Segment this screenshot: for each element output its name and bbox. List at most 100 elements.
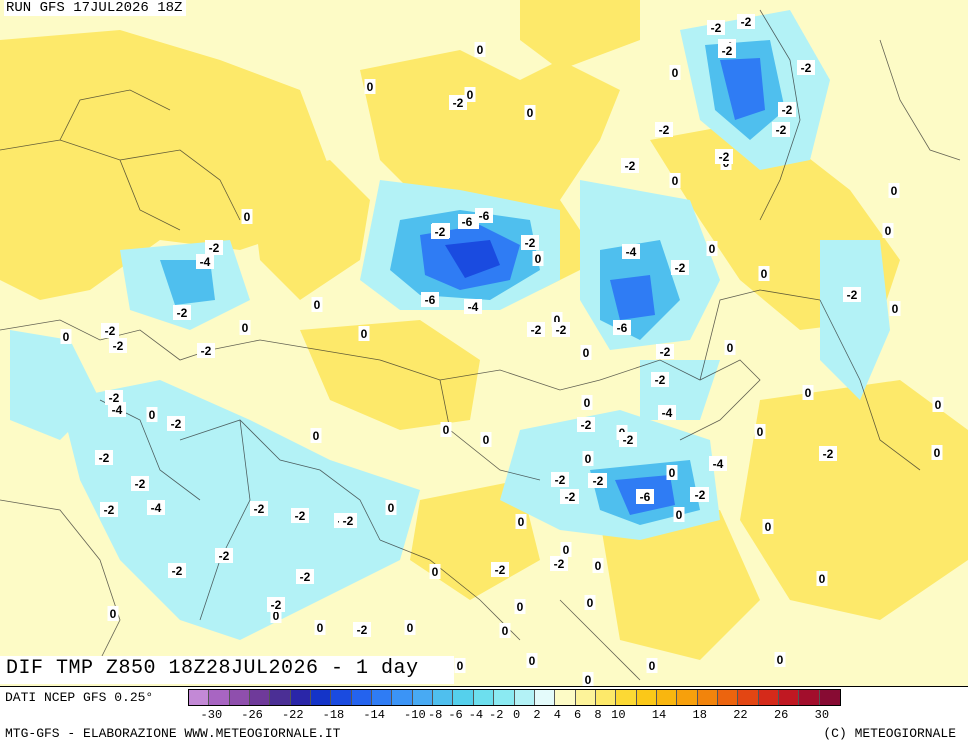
contour-label: -4 xyxy=(196,254,214,269)
legend-swatch xyxy=(575,690,596,705)
colder-core xyxy=(720,58,765,120)
contour-label: -2 xyxy=(772,122,790,137)
warm-region xyxy=(740,380,968,620)
svg-text:0: 0 xyxy=(672,174,679,188)
svg-text:0: 0 xyxy=(443,423,450,437)
contour-label: 0 xyxy=(404,620,416,635)
svg-text:-2: -2 xyxy=(722,44,733,58)
svg-text:-2: -2 xyxy=(99,451,110,465)
contour-label: -2 xyxy=(656,344,674,359)
contour-label: 0 xyxy=(499,623,511,638)
contour-label: -6 xyxy=(613,320,631,335)
svg-text:-2: -2 xyxy=(593,474,604,488)
run-header: RUN GFS 17JUL2026 18Z xyxy=(4,0,187,16)
legend-swatch xyxy=(656,690,678,705)
contour-label: 0 xyxy=(514,599,526,614)
contour-label: -2 xyxy=(521,235,539,250)
contour-label: -2 xyxy=(296,569,314,584)
contour-label: 0 xyxy=(60,329,72,344)
legend-tick-label: -6 xyxy=(448,708,463,722)
warm-region xyxy=(300,320,480,430)
contour-label: 0 xyxy=(524,105,536,120)
svg-text:-2: -2 xyxy=(271,598,282,612)
contour-label: -6 xyxy=(475,208,493,223)
legend-swatch xyxy=(677,690,698,705)
svg-text:0: 0 xyxy=(407,621,414,635)
border-line xyxy=(439,379,541,481)
svg-text:-2: -2 xyxy=(254,502,265,516)
contour-label: -2 xyxy=(431,224,449,239)
svg-text:-4: -4 xyxy=(151,501,162,515)
border-line xyxy=(0,319,211,361)
warm-region xyxy=(520,0,640,70)
svg-text:-2: -2 xyxy=(581,418,592,432)
contour-label: 0 xyxy=(146,407,158,422)
contour-label: -2 xyxy=(339,513,357,528)
contour-label: -2 xyxy=(843,287,861,302)
contour-label: 0 xyxy=(464,87,476,102)
legend-swatch xyxy=(331,690,352,705)
contour-label: 0 xyxy=(560,542,572,557)
legend-tick-label: 0 xyxy=(512,708,521,722)
cool-region xyxy=(820,240,890,400)
contour-label: 0 xyxy=(480,432,492,447)
svg-text:0: 0 xyxy=(563,543,570,557)
svg-text:0: 0 xyxy=(361,327,368,341)
legend-swatch xyxy=(229,690,251,705)
contour-label: 0 xyxy=(580,345,592,360)
legend-tick-label: 14 xyxy=(651,708,667,722)
svg-text:0: 0 xyxy=(313,429,320,443)
legend-swatch xyxy=(697,690,718,705)
contour-label: -2 xyxy=(655,122,673,137)
border-line xyxy=(759,9,801,221)
svg-text:-2: -2 xyxy=(556,323,567,337)
svg-text:-2: -2 xyxy=(555,473,566,487)
svg-text:-6: -6 xyxy=(479,209,490,223)
svg-text:-2: -2 xyxy=(300,570,311,584)
temperature-anomaly-map: 0 0 0 0 0 0 0 0 0 0 0 0 0 0 0 0 0 0 0 0 0 0 0 0 0 0 0 0 0 0 0 0 0 0 0 0 0 0 0 0… xyxy=(0,0,968,686)
contour-label: -6 xyxy=(636,489,654,504)
legend-ticks: -30 -26 -22 -18 -14 -10 -8 -6 -4 -2 0 2 4 6 8 10 14 18 22 2… xyxy=(188,708,841,724)
legend-tick-label: -22 xyxy=(281,708,304,722)
contour-label: 0 xyxy=(429,564,441,579)
contour-label: -2 xyxy=(205,240,223,255)
contour-label: 0 xyxy=(669,65,681,80)
svg-text:0: 0 xyxy=(527,106,534,120)
svg-text:-2: -2 xyxy=(177,306,188,320)
svg-text:0: 0 xyxy=(584,396,591,410)
legend-swatch xyxy=(555,690,576,705)
legend-tick-label: -10 xyxy=(404,708,426,722)
contour-label: -6 xyxy=(458,214,476,229)
map-canvas: 0 0 0 0 0 0 0 0 0 0 0 0 0 0 0 0 0 0 0 0 0 0 0 0 0 0 0 0 0 0 0 0 0 0 0 0 0 0 0 0… xyxy=(0,0,968,686)
legend-tick-label: -2 xyxy=(489,708,504,722)
svg-text:-2: -2 xyxy=(209,241,220,255)
contour-label: -2 xyxy=(551,472,569,487)
svg-text:0: 0 xyxy=(317,621,324,635)
contour-label: -2 xyxy=(491,562,509,577)
contour-label: -2 xyxy=(95,450,113,465)
svg-text:0: 0 xyxy=(891,184,898,198)
contour-label: -4 xyxy=(108,402,126,417)
contour-label: 0 xyxy=(706,241,718,256)
svg-text:0: 0 xyxy=(388,501,395,515)
contour-label: -2 xyxy=(267,597,285,612)
contour-label: -2 xyxy=(671,260,689,275)
contour-label: 0 xyxy=(526,653,538,668)
contour-label: 0 xyxy=(758,266,770,281)
contour-label: 0 xyxy=(666,465,678,480)
legend-swatch xyxy=(636,690,657,705)
svg-text:0: 0 xyxy=(477,43,484,57)
legend-tick-label: 6 xyxy=(574,708,582,722)
svg-text:-2: -2 xyxy=(695,488,706,502)
contour-label: -2 xyxy=(449,95,467,110)
border-line xyxy=(209,339,601,391)
contour-label: 0 xyxy=(358,326,370,341)
legend-swatch xyxy=(351,690,373,705)
contour-labels: 0 0 0 0 0 0 0 0 0 0 0 0 0 0 0 0 0 0 0 0 0 0 0 0 0 0 0 0 0 0 0 0 0 0 0 0 0 0 0 0… xyxy=(60,14,944,686)
svg-text:0: 0 xyxy=(273,609,280,623)
contour-label: 0 xyxy=(474,42,486,57)
svg-text:0: 0 xyxy=(676,508,683,522)
map-title: DIF TMP Z850 18Z28JUL2026 - 1 day xyxy=(6,657,419,680)
border-line xyxy=(379,539,521,641)
contour-label: -2 xyxy=(550,556,568,571)
